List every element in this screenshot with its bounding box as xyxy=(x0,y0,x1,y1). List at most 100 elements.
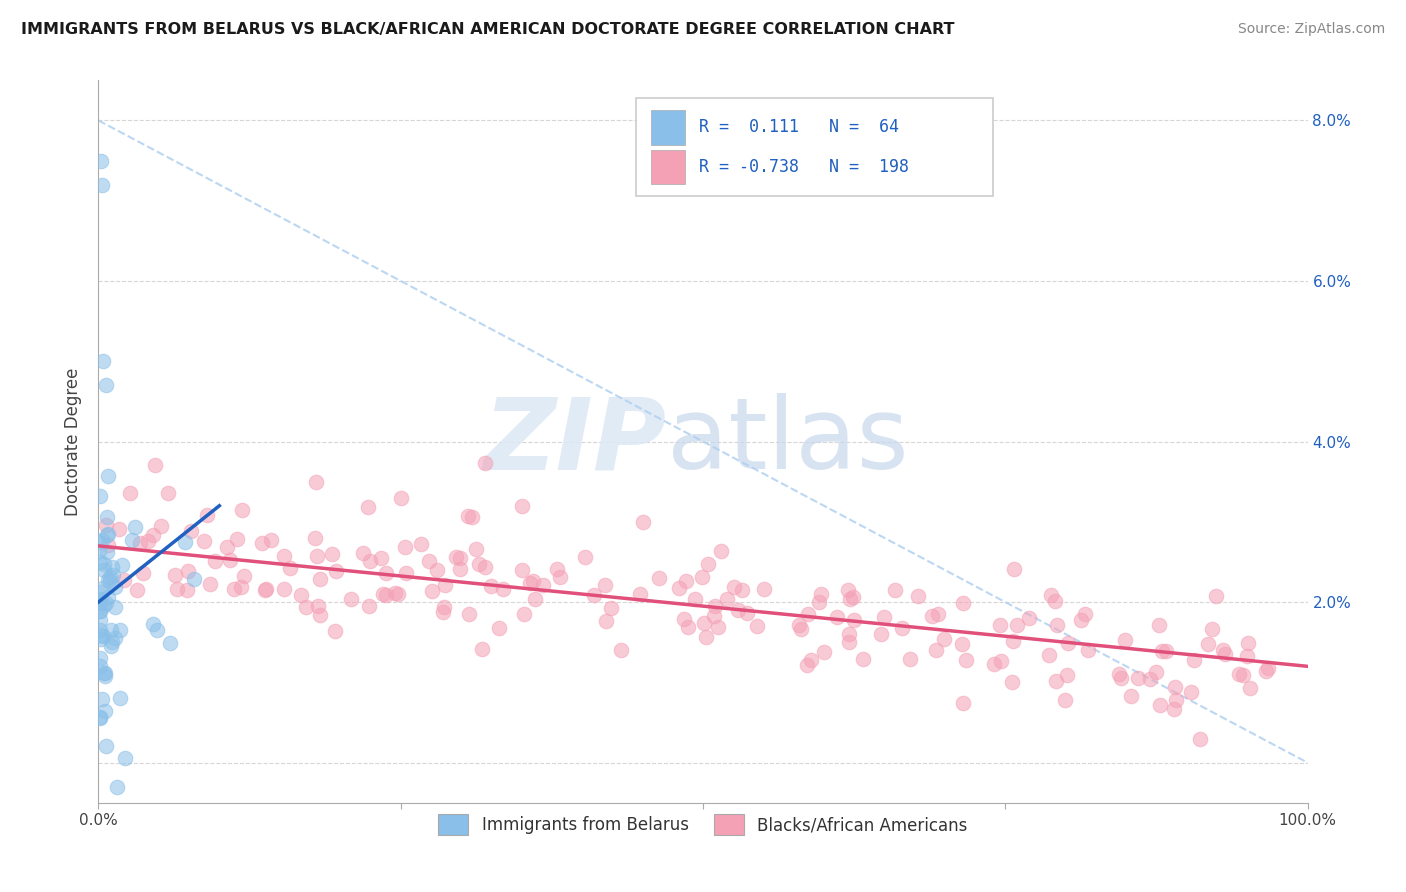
Point xyxy=(704,599,727,614)
Point xyxy=(465,541,488,556)
Text: IMMIGRANTS FROM BELARUS VS BLACK/AFRICAN AMERICAN DOCTORATE DEGREE CORRELATION C: IMMIGRANTS FROM BELARUS VS BLACK/AFRICAN… xyxy=(21,22,955,37)
Point xyxy=(524,592,547,607)
Point xyxy=(950,637,973,651)
Point xyxy=(193,533,215,548)
Point xyxy=(1057,635,1080,649)
Point xyxy=(1005,618,1028,632)
Text: R =  0.111   N =  64: R = 0.111 N = 64 xyxy=(699,119,900,136)
Point xyxy=(813,644,835,658)
Point xyxy=(731,582,754,597)
Point xyxy=(1150,644,1173,658)
Point xyxy=(94,596,117,610)
Point xyxy=(97,468,120,483)
Point xyxy=(1180,685,1202,699)
Point xyxy=(1257,660,1279,674)
Point xyxy=(595,614,617,628)
Point xyxy=(89,659,111,673)
Point xyxy=(91,629,114,643)
Point xyxy=(1001,674,1024,689)
Point xyxy=(104,580,127,594)
Point xyxy=(1149,698,1171,712)
Point xyxy=(233,568,256,582)
Point xyxy=(796,658,818,673)
Point xyxy=(90,628,112,642)
Point xyxy=(94,669,117,683)
Point xyxy=(1239,681,1261,696)
Point xyxy=(89,710,111,724)
Point xyxy=(723,580,745,594)
Point xyxy=(409,537,432,551)
Point xyxy=(800,653,823,667)
Point xyxy=(143,458,166,472)
Point xyxy=(373,587,395,601)
Point xyxy=(582,588,605,602)
Point xyxy=(304,531,326,545)
Point xyxy=(1164,693,1187,707)
Point xyxy=(90,584,112,599)
Point xyxy=(98,570,121,584)
Point xyxy=(222,582,245,596)
Point xyxy=(89,544,111,558)
Point xyxy=(96,544,118,558)
Point xyxy=(695,630,717,644)
Point xyxy=(97,591,120,605)
Point xyxy=(110,691,132,706)
Point xyxy=(668,581,690,595)
Point xyxy=(752,582,775,596)
Point xyxy=(132,566,155,580)
Point xyxy=(91,178,114,192)
Point xyxy=(96,509,118,524)
Point xyxy=(678,620,700,634)
Point xyxy=(108,522,131,536)
Point xyxy=(1182,653,1205,667)
Point xyxy=(118,485,141,500)
Point xyxy=(675,574,697,588)
Point xyxy=(142,617,165,632)
Point xyxy=(807,595,830,609)
Point xyxy=(1045,617,1067,632)
Point xyxy=(89,596,111,610)
Point xyxy=(309,573,332,587)
Point xyxy=(219,552,242,566)
Point xyxy=(90,153,112,168)
Legend: Immigrants from Belarus, Blacks/African Americans: Immigrants from Belarus, Blacks/African … xyxy=(432,808,974,841)
Point xyxy=(1040,588,1063,602)
Point xyxy=(370,551,392,566)
Point xyxy=(89,534,111,549)
Point xyxy=(1147,617,1170,632)
Point xyxy=(1070,613,1092,627)
Point xyxy=(735,606,758,620)
Point xyxy=(461,510,484,524)
Point xyxy=(787,617,810,632)
Point xyxy=(89,604,111,618)
Point xyxy=(101,559,124,574)
Point xyxy=(166,582,188,596)
Point xyxy=(1121,689,1143,703)
Point xyxy=(159,636,181,650)
Point xyxy=(810,587,832,601)
Point xyxy=(842,590,865,604)
Point xyxy=(177,564,200,578)
Point xyxy=(697,557,720,571)
Bar xyxy=(651,150,685,185)
Point xyxy=(444,549,467,564)
Point xyxy=(873,610,896,624)
Point xyxy=(389,491,412,505)
Point xyxy=(149,519,172,533)
Point xyxy=(1164,680,1187,694)
Point xyxy=(593,578,616,592)
Point xyxy=(307,599,329,613)
Point xyxy=(146,623,169,637)
Point xyxy=(983,657,1005,671)
Point xyxy=(1227,666,1250,681)
Point xyxy=(91,354,114,368)
Point xyxy=(513,607,536,621)
Point xyxy=(97,538,120,552)
Point xyxy=(631,515,654,529)
Point xyxy=(375,566,398,580)
Point xyxy=(100,640,122,654)
Point xyxy=(628,587,651,601)
Point xyxy=(125,583,148,598)
FancyBboxPatch shape xyxy=(637,98,993,196)
Point xyxy=(129,536,152,550)
